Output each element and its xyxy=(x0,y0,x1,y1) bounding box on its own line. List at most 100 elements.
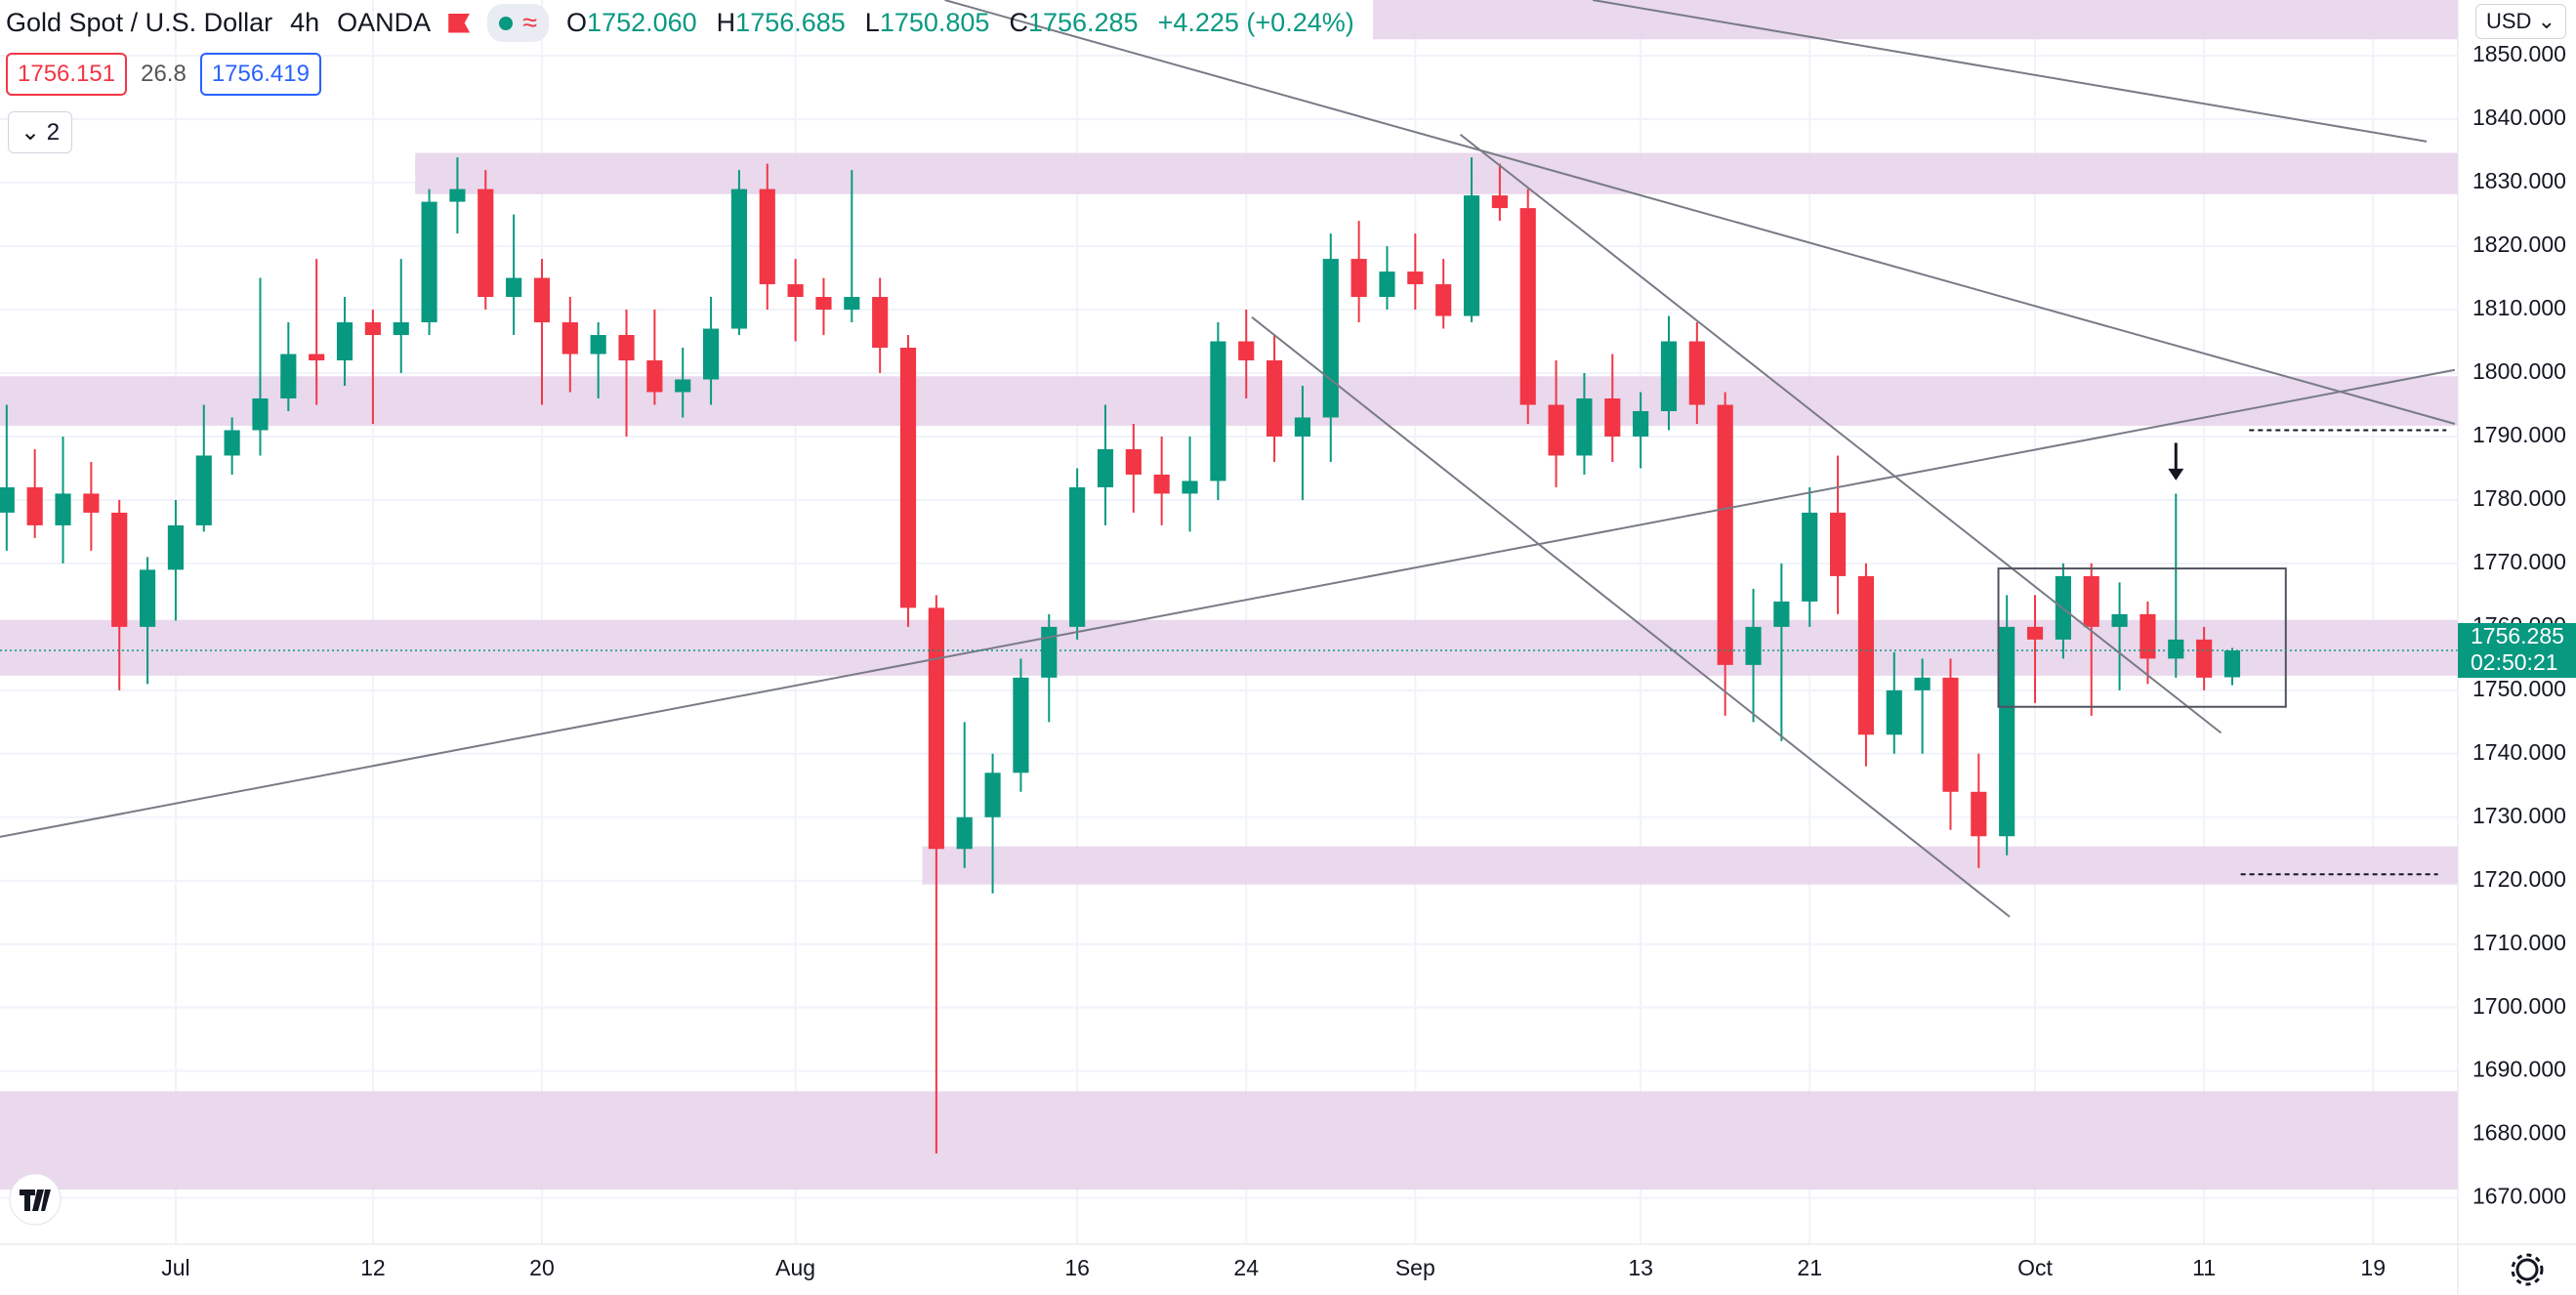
y-tick-label: 1720.000 xyxy=(2472,866,2566,892)
ohlc-value: 1756.685 xyxy=(735,8,846,37)
trade-buttons: 1756.151 26.8 1756.419 xyxy=(6,53,321,96)
candle-body xyxy=(1802,512,1818,602)
candle-body xyxy=(1886,689,1902,735)
ohlc-value: 1756.285 xyxy=(1027,8,1139,37)
plot-area xyxy=(0,0,2458,1244)
zone xyxy=(0,376,2458,426)
candle-body xyxy=(139,569,156,627)
candle-body xyxy=(2026,626,2044,640)
currency-button[interactable]: USD ⌄ xyxy=(2475,4,2566,39)
y-tick-label: 1790.000 xyxy=(2472,422,2566,447)
candle-body xyxy=(1125,448,1142,475)
candle-body xyxy=(1829,512,1847,576)
candle-body xyxy=(195,455,212,525)
candle-body xyxy=(984,773,1001,817)
y-tick-label: 1850.000 xyxy=(2472,41,2566,66)
candle-body xyxy=(336,322,353,361)
candle-body xyxy=(1548,404,1564,456)
candle-body xyxy=(1857,575,1875,735)
candle-body xyxy=(872,297,889,349)
candle-body xyxy=(1379,272,1395,298)
ohlc-key: L xyxy=(864,8,880,37)
ohlc-item: L1750.805 xyxy=(865,8,1000,37)
indicator-pill[interactable]: ≈ xyxy=(487,4,550,42)
ohlc-value: 1752.060 xyxy=(587,8,697,37)
zone xyxy=(0,1091,2458,1191)
candle-body xyxy=(702,328,720,380)
x-tick-label: 11 xyxy=(2192,1255,2216,1280)
trend-line xyxy=(1459,133,2223,734)
spread: 26.8 xyxy=(141,61,187,87)
candle-body xyxy=(1153,474,1170,494)
candle-body xyxy=(2140,613,2156,659)
candle-body xyxy=(393,322,409,336)
candle-body xyxy=(252,397,269,431)
candle-body xyxy=(111,512,128,627)
wave-icon: ≈ xyxy=(522,8,538,37)
zone xyxy=(1373,0,2458,40)
price-badge xyxy=(2458,623,2576,679)
candle-body xyxy=(1294,417,1311,437)
candle-body xyxy=(1576,397,1593,456)
candle-body xyxy=(730,188,748,329)
candle-body xyxy=(1097,448,1114,487)
arrow-head xyxy=(2168,468,2184,480)
candle-body xyxy=(1745,626,1762,665)
ohlc-item: H1756.685 xyxy=(717,8,855,37)
candle-body xyxy=(590,335,606,355)
zone xyxy=(922,846,2458,885)
candle-body xyxy=(364,322,381,336)
candle-body xyxy=(1350,259,1367,298)
header: Gold Spot / U.S. Dollar 4h OANDA ≈ O1752… xyxy=(6,4,1364,42)
broker: OANDA xyxy=(337,8,432,37)
candle-body xyxy=(1773,601,1790,627)
candle-body xyxy=(1519,208,1536,405)
symbol[interactable]: Gold Spot / U.S. Dollar xyxy=(6,8,273,37)
candle-body xyxy=(26,486,43,525)
flag-icon[interactable] xyxy=(448,13,471,33)
candle-body xyxy=(309,354,325,361)
candle-body xyxy=(844,297,860,311)
candle-body xyxy=(1999,626,2015,837)
y-tick-label: 1690.000 xyxy=(2472,1057,2566,1082)
candle-body xyxy=(224,430,240,456)
candle-body xyxy=(1435,284,1452,316)
range-box xyxy=(1997,567,2287,708)
candle-body xyxy=(1971,791,1987,837)
x-tick-label: Aug xyxy=(775,1255,815,1280)
candle-body xyxy=(0,486,15,513)
candle-body xyxy=(675,379,691,393)
candle-body xyxy=(1322,259,1339,418)
buy-price[interactable]: 1756.419 xyxy=(199,53,321,96)
candle-body xyxy=(1182,480,1198,494)
x-tick-label: 13 xyxy=(1628,1255,1653,1280)
trend-line xyxy=(944,0,2456,425)
y-tick-label: 1810.000 xyxy=(2472,295,2566,320)
candle-body xyxy=(1069,486,1086,627)
sell-price[interactable]: 1756.151 xyxy=(6,53,128,96)
candle-body xyxy=(2223,650,2241,678)
y-tick-label: 1820.000 xyxy=(2472,231,2566,257)
candle-body xyxy=(533,277,551,323)
candle-body xyxy=(1688,341,1705,405)
trend-line xyxy=(1251,316,2011,918)
ohlc-item: C1756.285 xyxy=(1009,8,1147,37)
candle-body xyxy=(1210,341,1226,481)
indicator-toggle[interactable]: ⌄ 2 xyxy=(8,111,73,153)
y-tick-label: 1710.000 xyxy=(2472,930,2566,955)
candle-body xyxy=(928,607,944,850)
settings-icon[interactable] xyxy=(2511,1253,2544,1286)
ohlc-key: H xyxy=(716,8,736,37)
zone xyxy=(415,152,2458,194)
tv-logo xyxy=(9,1173,62,1226)
ohlc-value: 1750.805 xyxy=(879,8,990,37)
candle-body xyxy=(449,188,466,202)
candle-body xyxy=(2196,639,2213,678)
x-tick-label: Oct xyxy=(2017,1255,2053,1280)
candle-body xyxy=(2168,639,2184,659)
candle-body xyxy=(618,335,635,361)
interval[interactable]: 4h xyxy=(290,8,320,37)
candle-body xyxy=(478,188,494,298)
